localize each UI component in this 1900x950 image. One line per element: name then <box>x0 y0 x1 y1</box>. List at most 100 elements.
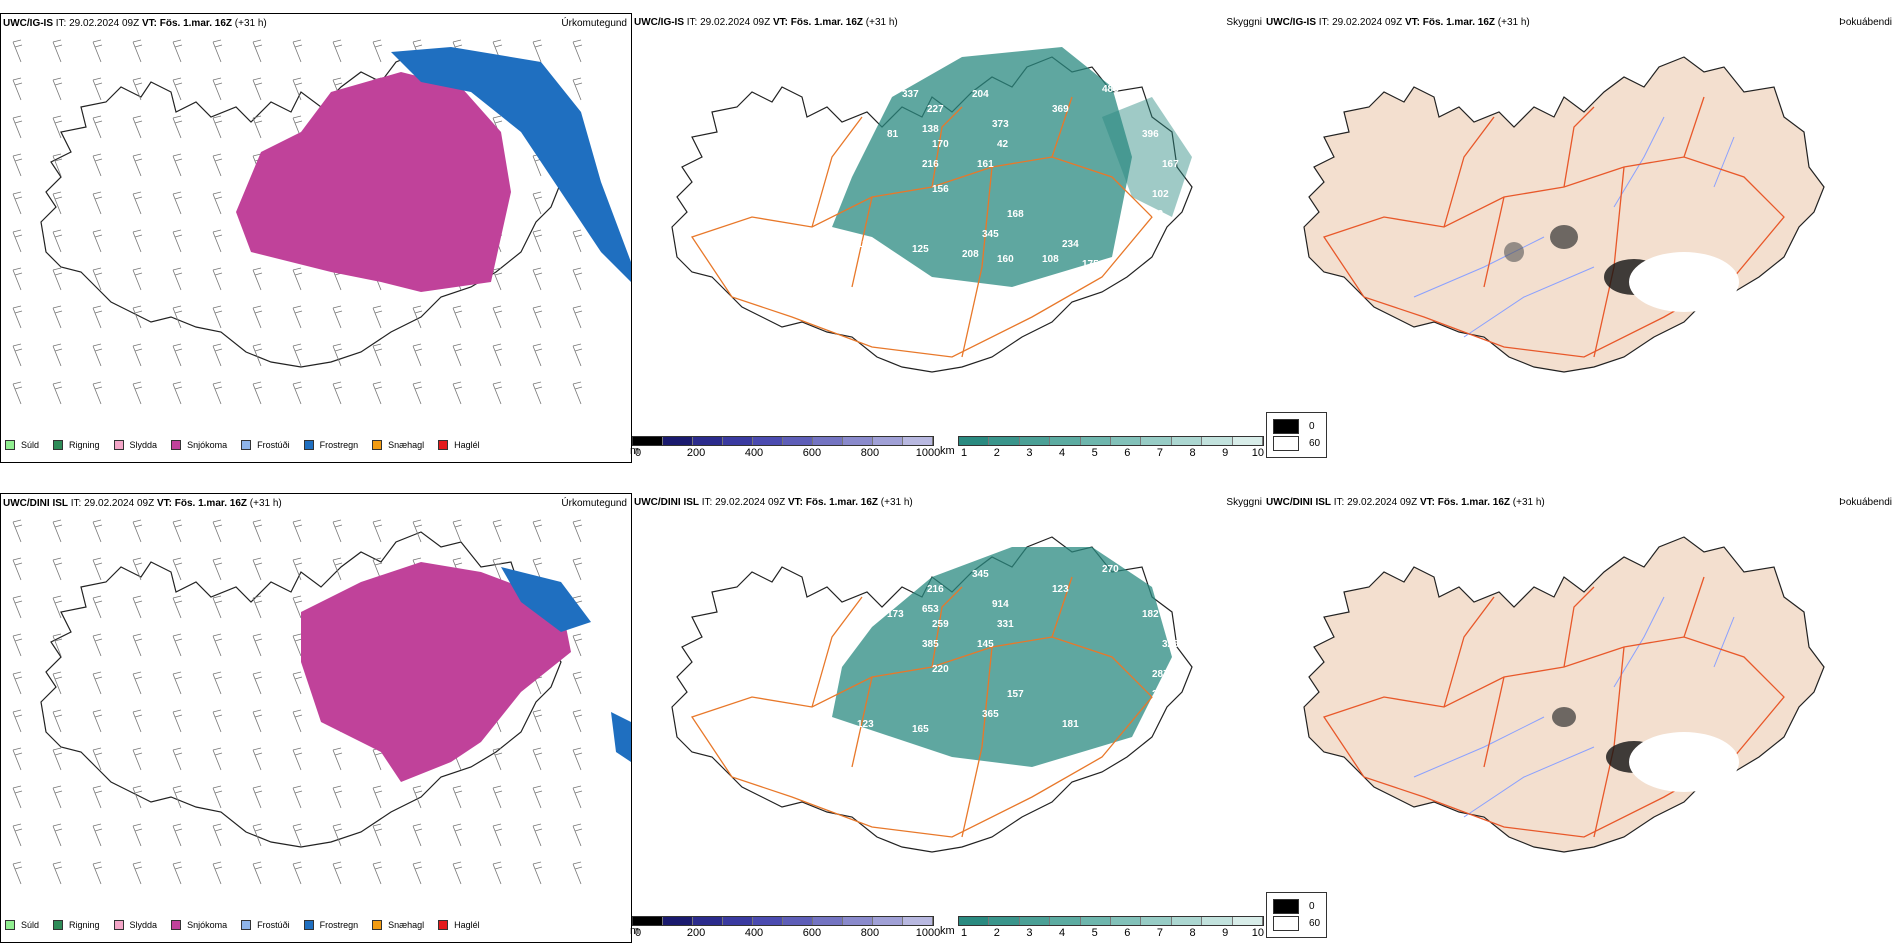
wind-barb <box>12 115 23 139</box>
legend-swatch <box>5 440 15 450</box>
legend-swatch <box>303 440 314 450</box>
panel-title: Þokuábendi <box>1839 497 1892 508</box>
wind-barb <box>252 343 263 367</box>
wind-barb <box>532 381 543 405</box>
road-line <box>1051 576 1073 638</box>
scale-cell <box>843 437 873 445</box>
panel-header: UWC/IG-IS IT: 29.02.2024 09Z VT: Fös. 1.… <box>3 18 267 29</box>
visibility-map: 325 216 345 914 270 123 653 173 259 331 182 385 145 3… <box>671 536 1193 853</box>
scale-cell <box>723 917 753 925</box>
visibility-value: 345 <box>972 569 989 580</box>
visibility-value: 396 <box>1142 129 1159 140</box>
visibility-value: 118 <box>857 239 874 250</box>
legend-label: Haglél <box>454 440 480 450</box>
wind-barb <box>572 305 583 329</box>
scale-cell <box>1232 917 1264 925</box>
road-line <box>1443 116 1495 228</box>
wind-barb <box>572 229 583 253</box>
visibility-value: 42 <box>997 139 1009 150</box>
wind-barb <box>172 633 183 657</box>
wind-barb <box>372 519 383 543</box>
road-line <box>961 166 993 358</box>
wind-barb <box>172 305 183 329</box>
legend-swatch <box>438 920 449 930</box>
wind-barb <box>12 747 23 771</box>
scale-tick: 2 <box>993 927 1000 939</box>
wind-barb <box>372 39 383 63</box>
visibility-value: 167 <box>1162 159 1179 170</box>
wind-barb <box>252 785 263 809</box>
scale-cell <box>989 437 1020 445</box>
river-line <box>1463 266 1595 338</box>
legend-item: Frostúði <box>241 920 290 930</box>
panel-header: UWC/DINI ISL IT: 29.02.2024 09Z VT: Fös.… <box>3 498 282 509</box>
wind-barb <box>252 267 263 291</box>
wind-barb <box>532 823 543 847</box>
legend-label: Frostregn <box>319 440 359 450</box>
fog-legend-swatch <box>1273 419 1299 434</box>
wind-barb <box>132 267 143 291</box>
road-line <box>851 676 873 768</box>
legend-label: Súld <box>21 440 40 450</box>
legend-swatch <box>303 920 314 930</box>
wind-barb <box>492 557 503 581</box>
visibility-value: 216 <box>922 159 939 170</box>
scale-tick: 5 <box>1091 927 1098 939</box>
wind-barb <box>92 153 103 177</box>
wind-barb <box>12 343 23 367</box>
scale-tick: 6 <box>1124 447 1131 459</box>
wind-barb <box>452 381 463 405</box>
legend-swatch <box>372 440 383 450</box>
scale-cell <box>873 917 903 925</box>
legend-item: Súld <box>5 440 39 450</box>
wind-barb <box>172 267 183 291</box>
legend-item: Frostúði <box>241 440 290 450</box>
wind-barb <box>292 381 303 405</box>
precip-panel-bottom: UWC/DINI ISL IT: 29.02.2024 09Z VT: Fös.… <box>0 493 632 943</box>
visibility-value: 81 <box>887 129 899 140</box>
scale-cell <box>1080 437 1112 445</box>
visibility-panel-bottom: UWC/DINI ISL IT: 29.02.2024 09Z VT: Fös.… <box>632 493 1262 943</box>
fog-legend-label: 60 <box>1309 438 1321 449</box>
scale-tick: 0 <box>634 927 642 939</box>
wind-barb <box>532 39 543 63</box>
wind-barb <box>492 305 503 329</box>
wind-barb <box>92 595 103 619</box>
wind-barb <box>332 519 343 543</box>
scale-cell <box>1050 917 1081 925</box>
road-line <box>1322 156 1785 358</box>
wind-barb <box>172 785 183 809</box>
wind-barb <box>172 77 183 101</box>
wind-barb <box>332 861 343 885</box>
wind-barb <box>412 381 423 405</box>
wind-barb <box>132 785 143 809</box>
wind-barb <box>132 747 143 771</box>
wind-barb <box>12 305 23 329</box>
visibility-value: 234 <box>1062 239 1079 250</box>
wind-barb <box>52 229 63 253</box>
road-line <box>1322 636 1785 838</box>
wind-barb <box>92 381 103 405</box>
scale-tick: 3 <box>1026 447 1033 459</box>
wind-barb <box>172 343 183 367</box>
visibility-value: 220 <box>932 664 949 675</box>
wind-barb <box>252 595 263 619</box>
wind-barb <box>12 633 23 657</box>
wind-barb <box>52 671 63 695</box>
wind-barb <box>292 305 303 329</box>
visibility-value: 287 <box>1152 669 1169 680</box>
wind-barb <box>292 39 303 63</box>
wind-barb <box>532 557 543 581</box>
scale-tick: 600 <box>802 447 822 459</box>
wind-barb <box>132 39 143 63</box>
wind-barb <box>292 633 303 657</box>
fog-map <box>1303 56 1825 373</box>
scale-tick: 10 <box>1251 447 1264 459</box>
wind-barb <box>92 343 103 367</box>
fog-legend-label: 60 <box>1309 918 1321 929</box>
wind-barb <box>412 305 423 329</box>
river-line <box>1713 616 1735 668</box>
wind-barb <box>172 671 183 695</box>
panel-title: Þokuábendi <box>1839 17 1892 28</box>
fog-legend-item: 60 <box>1273 436 1320 451</box>
